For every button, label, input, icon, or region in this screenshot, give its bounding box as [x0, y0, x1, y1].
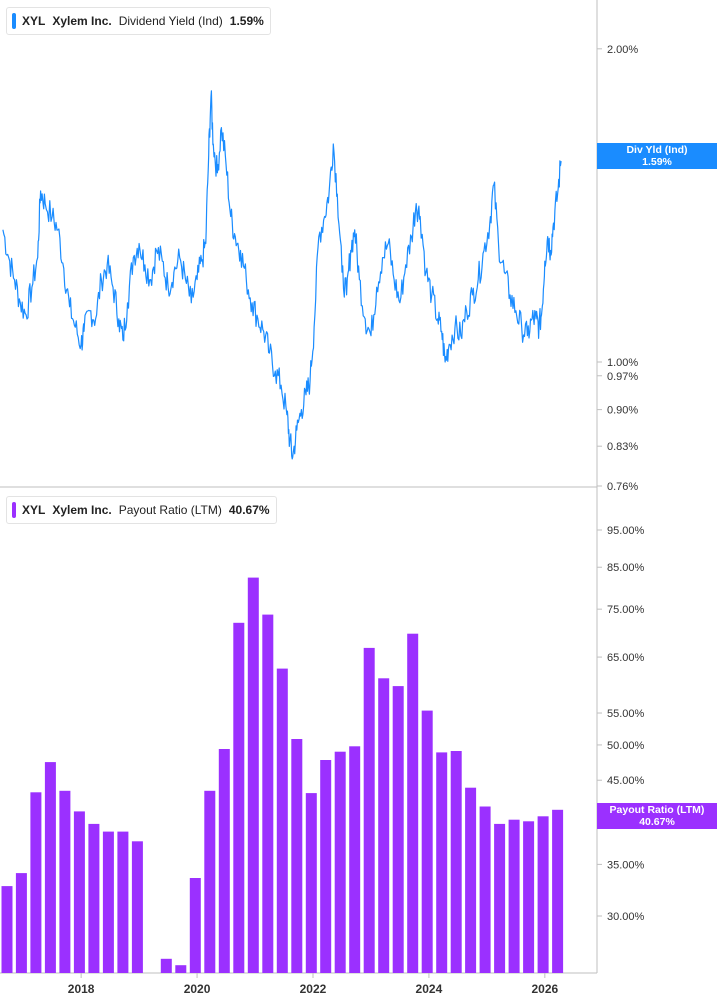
top-panel: 2.00% 1.00% 0.97% 0.90% 0.83% 0.76%	[597, 44, 638, 493]
payout-ratio-bar	[421, 710, 433, 973]
y-tick-label: 65.00%	[607, 652, 645, 664]
payout-ratio-bar	[508, 819, 520, 973]
payout-ratio-bar	[334, 751, 346, 973]
current-value-flag-dividend-yield: Div Yld (Ind) 1.59%	[597, 143, 717, 169]
y-tick-label: 55.00%	[607, 708, 645, 720]
flag-label: Payout Ratio (LTM)	[609, 804, 705, 816]
x-axis: 2018 2020 2022 2024 2026	[68, 973, 559, 996]
payout-ratio-bar	[305, 793, 317, 973]
payout-ratio-bar	[233, 622, 245, 973]
payout-ratio-bar	[262, 614, 274, 973]
bottom-panel: 95.00% 85.00% 75.00% 65.00% 55.00% 50.00% 45.0…	[597, 525, 645, 923]
payout-ratio-bar	[320, 760, 332, 973]
y-tick-label: 2.00%	[607, 44, 638, 56]
payout-ratio-bar	[523, 821, 535, 973]
payout-ratio-bar	[189, 878, 201, 973]
payout-ratio-bar	[465, 787, 477, 973]
payout-ratio-bar	[247, 577, 259, 973]
y-tick-label: 0.90%	[607, 405, 638, 417]
legend-swatch	[12, 502, 16, 518]
payout-ratio-bar	[30, 792, 42, 973]
payout-ratio-bar	[276, 668, 288, 973]
x-tick-label: 2018	[68, 982, 95, 996]
legend-company: Xylem Inc.	[52, 14, 112, 28]
payout-ratio-bar	[552, 809, 564, 973]
payout-ratio-bar	[59, 790, 71, 973]
y-tick-label: 30.00%	[607, 911, 645, 923]
legend-swatch	[12, 13, 16, 29]
payout-ratio-bar	[537, 816, 549, 973]
payout-ratio-bar	[450, 751, 462, 973]
payout-ratio-bar	[494, 823, 506, 973]
y-tick-label: 1.00%	[607, 357, 638, 369]
x-tick-label: 2024	[416, 982, 443, 996]
flag-value: 40.67%	[639, 816, 675, 828]
y-tick-label: 0.83%	[607, 441, 638, 453]
payout-ratio-bar	[436, 752, 448, 973]
payout-ratio-bar	[44, 762, 56, 973]
payout-ratio-bar	[102, 831, 114, 973]
legend-ticker: XYL	[22, 503, 46, 517]
payout-ratio-bar	[73, 811, 85, 973]
payout-ratio-bar	[218, 749, 230, 973]
y-tick-label: 0.76%	[607, 481, 638, 493]
payout-ratio-bar	[160, 958, 172, 973]
y-tick-label: 45.00%	[607, 775, 645, 787]
payout-ratio-bar	[479, 806, 491, 973]
payout-ratio-bar	[131, 841, 143, 973]
payout-ratio-bar	[392, 686, 404, 973]
current-value-flag-payout-ratio: Payout Ratio (LTM) 40.67%	[597, 803, 717, 829]
flag-label: Div Yld (Ind)	[626, 144, 688, 156]
legend-payout-ratio: XYL Xylem Inc. Payout Ratio (LTM) 40.67%	[6, 496, 277, 524]
legend-dividend-yield: XYL Xylem Inc. Dividend Yield (Ind) 1.59…	[6, 7, 271, 35]
payout-ratio-bar	[15, 873, 27, 973]
legend-ticker: XYL	[22, 14, 46, 28]
y-tick-label: 35.00%	[607, 859, 645, 871]
legend-value: 40.67%	[228, 503, 270, 517]
x-tick-label: 2026	[531, 982, 558, 996]
y-tick-label: 95.00%	[607, 525, 645, 537]
y-tick-label: 85.00%	[607, 562, 645, 574]
payout-ratio-bar	[378, 678, 390, 973]
payout-ratio-bar	[1, 886, 13, 973]
payout-ratio-bar	[407, 633, 419, 973]
payout-ratio-bar	[349, 746, 361, 973]
y-tick-label: 75.00%	[607, 604, 645, 616]
y-tick-label: 50.00%	[607, 740, 645, 752]
payout-ratio-bar	[88, 823, 100, 973]
y-tick-label: 0.97%	[607, 371, 638, 383]
flag-value: 1.59%	[642, 156, 672, 168]
legend-company: Xylem Inc.	[52, 503, 112, 517]
legend-metric: Payout Ratio (LTM)	[118, 503, 222, 517]
legend-metric: Dividend Yield (Ind)	[118, 14, 223, 28]
payout-ratio-bar	[291, 739, 303, 973]
payout-ratio-bar	[175, 965, 187, 973]
legend-value: 1.59%	[229, 14, 264, 28]
x-tick-label: 2022	[300, 982, 327, 996]
payout-ratio-bar	[204, 790, 216, 973]
dividend-yield-line	[2, 90, 562, 460]
x-tick-label: 2020	[184, 982, 211, 996]
payout-ratio-bar	[363, 647, 375, 973]
payout-ratio-bar	[117, 831, 129, 973]
